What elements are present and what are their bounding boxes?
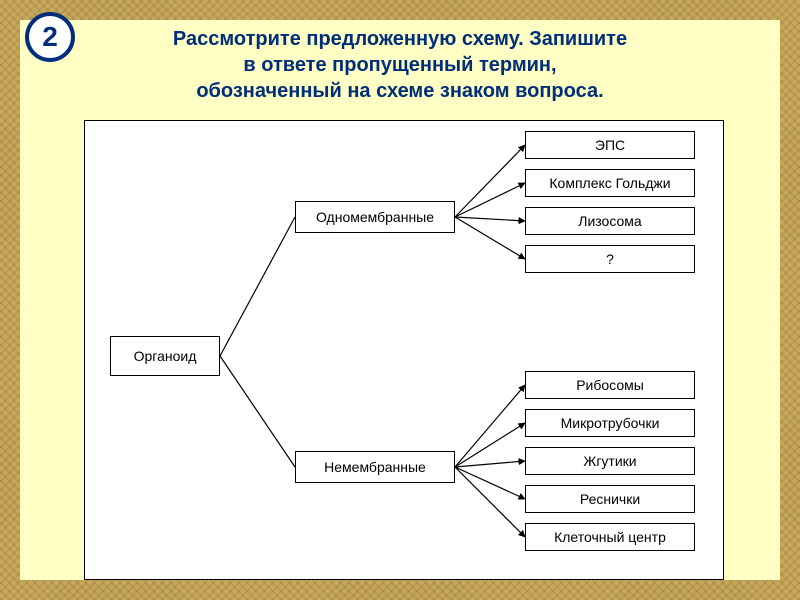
diagram-node-b1: Рибосомы: [525, 371, 695, 399]
title-line-3: обозначенный на схеме знаком вопроса.: [30, 78, 770, 104]
diagram-edge: [455, 217, 525, 259]
main-panel: 2 Рассмотрите предложенную схему. Запиши…: [20, 20, 780, 580]
diagram-edge: [455, 145, 525, 217]
diagram-edge: [220, 217, 295, 356]
diagram-node-m1: Одномембранные: [295, 201, 455, 233]
question-title: Рассмотрите предложенную схему. Запишите…: [20, 26, 780, 104]
diagram-node-a3: Лизосома: [525, 207, 695, 235]
diagram-node-m2: Немембранные: [295, 451, 455, 483]
diagram-node-b4: Реснички: [525, 485, 695, 513]
diagram-edge: [455, 467, 525, 499]
title-line-2: в ответе пропущенный термин,: [30, 52, 770, 78]
diagram-edge: [455, 423, 525, 467]
title-line-1: Рассмотрите предложенную схему. Запишите: [30, 26, 770, 52]
diagram-edge: [455, 385, 525, 467]
diagram-node-a2: Комплекс Гольджи: [525, 169, 695, 197]
diagram-node-a4: ?: [525, 245, 695, 273]
diagram-node-a1: ЭПС: [525, 131, 695, 159]
diagram-edge: [455, 217, 525, 221]
diagram-node-b3: Жгутики: [525, 447, 695, 475]
diagram-edge: [455, 183, 525, 217]
diagram-node-b5: Клеточный центр: [525, 523, 695, 551]
diagram-canvas: Органоид Одномембранные Немембранные ЭПС Ком…: [84, 120, 724, 580]
diagram-edge: [455, 461, 525, 467]
diagram-edge: [455, 467, 525, 537]
diagram-node-b2: Микротрубочки: [525, 409, 695, 437]
diagram-node-root: Органоид: [110, 336, 220, 376]
diagram-edge: [220, 356, 295, 467]
question-number-badge: 2: [25, 12, 75, 62]
